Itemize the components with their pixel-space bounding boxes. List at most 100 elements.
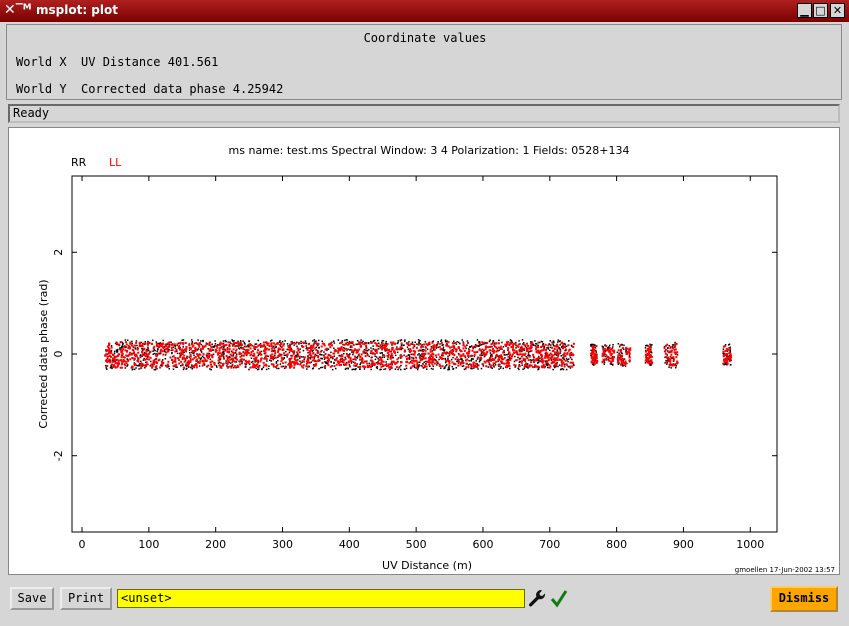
rr-point: [362, 340, 364, 343]
rr-point: [671, 349, 673, 352]
rr-point: [185, 350, 187, 353]
rr-point: [110, 345, 113, 347]
ll-point: [288, 362, 290, 365]
ll-point: [280, 356, 283, 359]
ll-point: [244, 359, 247, 362]
rr-point: [109, 367, 112, 369]
ll-point: [546, 353, 549, 356]
rr-point: [556, 362, 558, 364]
print-command-input[interactable]: <unset>: [117, 589, 525, 608]
rr-point: [595, 358, 597, 361]
ll-point: [542, 365, 545, 368]
rr-point: [419, 339, 421, 342]
title-bar[interactable]: ✕‾ᴹ msplot: plot ▁ □ ✕: [0, 0, 849, 22]
ll-point: [726, 353, 729, 355]
ll-point: [399, 355, 402, 358]
close-button[interactable]: ✕: [830, 3, 845, 18]
ll-point: [482, 341, 485, 344]
rr-point: [381, 340, 384, 342]
ll-point: [253, 352, 256, 355]
rr-point: [479, 344, 481, 346]
ll-point: [280, 365, 283, 368]
print-button[interactable]: Print: [60, 587, 112, 610]
ll-point: [536, 346, 539, 348]
rr-point: [644, 362, 647, 364]
rr-point: [594, 361, 596, 363]
ll-point: [152, 347, 155, 350]
rr-point: [312, 364, 315, 366]
rr-point: [549, 349, 551, 352]
ll-point: [280, 360, 283, 363]
rr-point: [530, 341, 532, 343]
ll-point: [645, 350, 647, 353]
ll-point: [387, 363, 390, 366]
ll-point: [611, 347, 614, 350]
rr-point: [307, 351, 309, 354]
plot-canvas[interactable]: 0 100 200 300 400 500 600 700 800 900 1000 -2 0 2 ms…: [8, 127, 840, 575]
ll-point: [303, 342, 305, 345]
rr-point: [342, 343, 344, 346]
ll-point: [177, 357, 180, 360]
rr-point: [304, 340, 307, 342]
ll-point: [647, 352, 650, 355]
checkmark-icon[interactable]: [550, 588, 568, 608]
rr-point: [571, 345, 573, 348]
ll-point: [380, 356, 383, 359]
rr-point: [248, 363, 251, 365]
wrench-icon[interactable]: [528, 589, 546, 608]
x-window-icon[interactable]: ✕‾ᴹ: [4, 2, 32, 18]
rr-point: [547, 348, 550, 350]
ll-point: [174, 360, 177, 363]
rr-point: [355, 365, 358, 367]
minimize-button[interactable]: ▁: [797, 3, 812, 18]
ll-point: [724, 353, 727, 356]
ll-point: [329, 354, 332, 357]
ll-point: [386, 343, 389, 346]
ll-point: [518, 365, 521, 368]
ll-point: [270, 350, 273, 353]
ll-point: [370, 349, 373, 352]
rr-point: [476, 363, 478, 365]
ll-point: [453, 363, 456, 366]
ll-point: [129, 342, 132, 345]
legend-ll: LL: [109, 156, 122, 169]
rr-point: [412, 358, 415, 360]
rr-point: [124, 339, 127, 341]
rr-point: [217, 362, 220, 364]
ll-point: [547, 355, 550, 358]
ll-point: [225, 355, 228, 357]
ll-point: [106, 365, 109, 367]
rr-point: [303, 358, 305, 361]
ll-point: [159, 350, 162, 353]
rr-point: [379, 363, 382, 366]
maximize-button[interactable]: □: [813, 3, 828, 18]
ll-point: [515, 359, 517, 362]
rr-point: [539, 360, 541, 362]
ll-point: [249, 366, 252, 369]
ll-point: [543, 366, 546, 369]
dismiss-button[interactable]: Dismiss: [770, 586, 838, 612]
rr-point: [440, 367, 442, 369]
ll-point: [628, 359, 631, 362]
ll-point: [604, 358, 607, 361]
scatter-plot[interactable]: 0 100 200 300 400 500 600 700 800 900 1000 -202 ms…: [9, 128, 839, 574]
rr-point: [470, 365, 472, 367]
save-button[interactable]: Save: [10, 587, 54, 610]
ll-point: [675, 362, 678, 365]
ll-point: [106, 355, 109, 358]
ll-point: [417, 343, 420, 346]
x-tick-label-2: 200: [205, 538, 226, 551]
ll-point: [546, 355, 549, 358]
ll-point: [400, 361, 403, 364]
ll-point: [492, 350, 495, 353]
rr-point: [315, 354, 318, 357]
ll-point: [227, 359, 230, 362]
rr-point: [650, 348, 652, 351]
ll-point: [547, 359, 550, 361]
ll-point: [645, 360, 648, 363]
ll-point: [317, 343, 320, 345]
ll-point: [195, 342, 197, 345]
rr-point: [347, 348, 349, 350]
rr-point: [592, 363, 594, 366]
ll-point: [246, 360, 249, 363]
